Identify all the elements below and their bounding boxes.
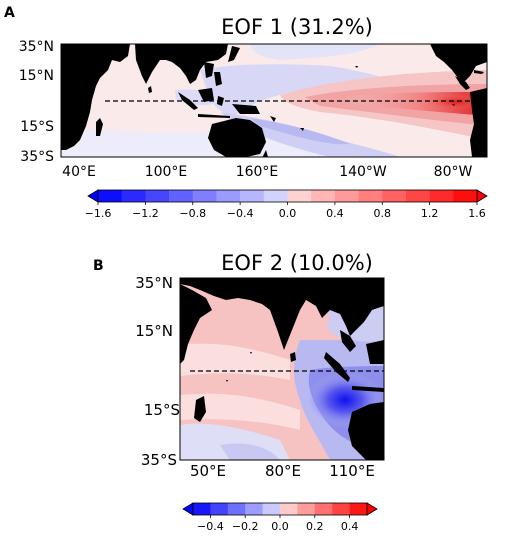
colorbar-swatch [169, 190, 194, 202]
colorbar-tick-label: 0.8 [374, 207, 392, 220]
colorbar-swatch [453, 190, 478, 202]
colorbar-swatch [210, 503, 229, 515]
colorbar-extend-high [476, 189, 488, 203]
panel-a-lon-tick: 40°E [62, 164, 96, 180]
panel-b-land [180, 278, 384, 460]
colorbar-swatch [297, 503, 316, 515]
colorbar-tick-label: 0.2 [306, 520, 324, 533]
panel-a-land [61, 44, 487, 157]
panel-a: A EOF 1 (31.2%) [4, 5, 488, 220]
colorbar-tick-label: −0.4 [227, 207, 254, 220]
colorbar-swatch [429, 190, 454, 202]
colorbar-swatch [405, 190, 430, 202]
colorbar-swatch [145, 190, 170, 202]
colorbar-tick-label: 1.2 [421, 207, 439, 220]
panel-b-map [180, 278, 384, 460]
panel-a-lon-tick: 140°W [339, 164, 387, 180]
colorbar-extend-low [87, 189, 99, 203]
colorbar-swatch [121, 190, 146, 202]
colorbar-swatch [262, 503, 281, 515]
panel-b-frame [179, 277, 385, 461]
panel-a-lat-tick: 15°S [20, 119, 54, 135]
colorbar-swatch [245, 503, 263, 515]
panel-b-lat-tick: 35°N [135, 274, 173, 292]
colorbar-swatch [311, 190, 336, 202]
panel-a-lat-tick: 15°N [19, 68, 54, 84]
panel-a-title: EOF 1 (31.2%) [221, 15, 373, 39]
colorbar-tick-label: −0.8 [179, 207, 206, 220]
colorbar-swatch [216, 190, 241, 202]
colorbar-tick-label: 1.6 [468, 207, 486, 220]
colorbar-swatch [263, 190, 288, 202]
colorbar-swatch [334, 190, 359, 202]
panel-b-title: EOF 2 (10.0%) [221, 251, 373, 275]
colorbar-tick-label: 0.4 [326, 207, 344, 220]
panel-a-frame [60, 43, 488, 158]
panel-b-colorbar: −0.4 −0.2 0.0 0.2 0.4 [182, 502, 378, 533]
panel-b-lon-tick: 110°E [329, 462, 375, 480]
colorbar-tick-label: 0.0 [271, 520, 289, 533]
colorbar-tick-label: 0.0 [279, 207, 297, 220]
panel-a-map [61, 44, 487, 157]
colorbar-tick-label: −1.2 [132, 207, 159, 220]
colorbar-swatch [358, 190, 383, 202]
colorbar-swatch [98, 190, 122, 202]
panel-a-lon-tick: 100°E [145, 164, 188, 180]
colorbar-tick-label: −0.2 [232, 520, 259, 533]
colorbar-swatch [193, 503, 211, 515]
panel-a-lon-tick: 160°E [236, 164, 279, 180]
colorbar-swatch [287, 190, 312, 202]
colorbar-swatch [240, 190, 265, 202]
colorbar-tick-label: −0.4 [197, 520, 224, 533]
panel-a-colorbar: −1.6 −1.2 −0.8 −0.4 0.0 0.4 0.8 1.2 1.6 [85, 189, 488, 220]
colorbar-tick-label: −1.6 [85, 207, 112, 220]
panel-b-lat-tick: 15°S [144, 401, 180, 419]
colorbar-extend-high [366, 502, 378, 516]
panel-b-lon-tick: 50°E [190, 462, 226, 480]
colorbar-swatch [332, 503, 350, 515]
colorbar-swatch [349, 503, 368, 515]
colorbar-swatch [280, 503, 298, 515]
panel-b: B EOF 2 (10.0%) [93, 251, 385, 533]
colorbar-swatch [192, 190, 217, 202]
colorbar-swatch [314, 503, 333, 515]
panel-a-label: A [4, 5, 15, 21]
panel-a-lat-tick: 35°N [19, 39, 54, 55]
colorbar-extend-low [182, 502, 194, 516]
panel-a-lat-tick: 35°S [20, 149, 54, 165]
colorbar-swatch [382, 190, 407, 202]
colorbar-tick-label: 0.4 [341, 520, 359, 533]
colorbar-swatch [227, 503, 246, 515]
panel-b-lat-tick: 35°S [141, 451, 177, 469]
panel-b-label: B [93, 258, 104, 274]
panel-a-lon-tick: 80°W [434, 164, 473, 180]
panel-b-lon-tick: 80°E [265, 462, 301, 480]
panel-b-lat-tick: 15°N [135, 322, 173, 340]
